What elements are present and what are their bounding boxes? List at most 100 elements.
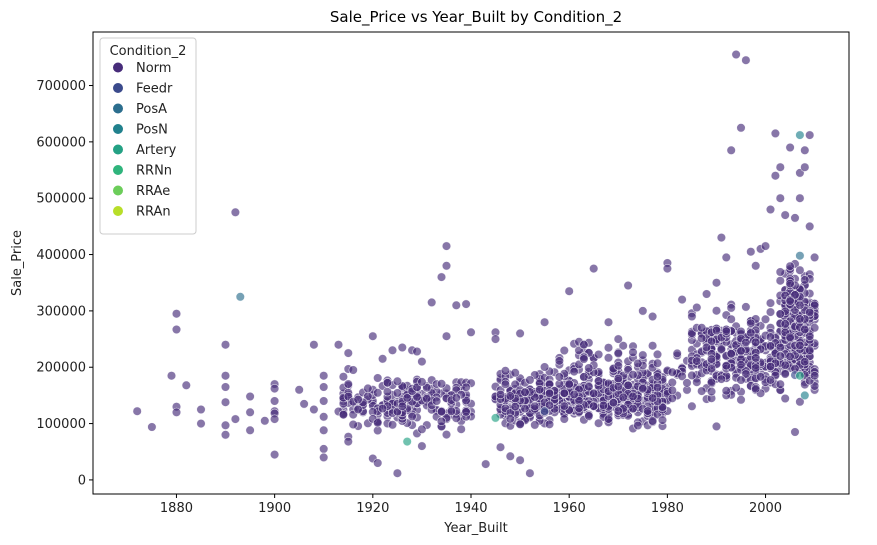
- data-point-norm: [402, 393, 412, 403]
- data-point-norm: [657, 415, 668, 425]
- data-point-norm: [510, 402, 520, 412]
- data-point-posa: [235, 292, 245, 302]
- data-point-norm: [716, 374, 727, 384]
- data-point-norm: [505, 414, 515, 424]
- data-point-norm: [378, 354, 388, 364]
- data-point-norm: [181, 380, 191, 390]
- data-point-norm: [687, 370, 697, 381]
- data-point-norm: [751, 261, 761, 271]
- data-point-norm: [569, 389, 579, 400]
- data-point-norm: [333, 340, 344, 350]
- data-point-norm: [559, 345, 569, 356]
- data-point-norm: [805, 307, 815, 318]
- data-point-norm: [780, 210, 790, 220]
- data-point-norm: [436, 416, 447, 427]
- data-point-norm: [515, 419, 525, 429]
- data-point-norm: [436, 407, 447, 417]
- legend-label-rrae: RRAe: [136, 184, 170, 199]
- data-point-norm: [667, 377, 677, 388]
- data-point-norm: [373, 458, 383, 468]
- data-point-norm: [245, 425, 255, 435]
- data-point-norm: [569, 367, 579, 377]
- data-point-norm: [741, 302, 751, 312]
- data-point-norm: [441, 261, 452, 271]
- data-point-norm: [530, 401, 540, 411]
- legend-marker-feedr: [113, 83, 123, 93]
- data-point-norm: [692, 302, 702, 313]
- y-tick-label: 0: [78, 473, 86, 488]
- data-point-norm: [584, 382, 594, 392]
- data-point-norm: [294, 385, 304, 395]
- data-point-norm: [525, 375, 535, 385]
- data-point-norm: [309, 340, 319, 350]
- data-point-norm: [171, 309, 182, 319]
- y-tick-label: 500000: [36, 192, 86, 207]
- data-point-norm: [613, 361, 623, 371]
- data-point-norm: [800, 275, 810, 285]
- data-point-norm: [785, 296, 795, 306]
- data-point-norm: [775, 162, 785, 172]
- data-point-norm: [132, 406, 142, 416]
- data-point-norm: [785, 351, 795, 362]
- data-point-norm: [726, 314, 736, 324]
- data-point-norm: [147, 422, 157, 432]
- data-point-norm: [657, 402, 668, 413]
- data-point-norm: [559, 414, 569, 424]
- data-point-norm: [751, 353, 761, 363]
- y-tick-label: 300000: [36, 304, 86, 319]
- data-point-norm: [564, 379, 574, 389]
- data-point-norm: [677, 371, 687, 381]
- data-point-norm: [652, 383, 663, 393]
- data-point-norm: [770, 171, 781, 181]
- data-point-norm: [613, 334, 623, 344]
- data-point-posa: [795, 251, 805, 261]
- data-point-norm: [795, 397, 805, 407]
- data-point-norm: [382, 387, 393, 397]
- data-point-norm: [166, 371, 177, 381]
- data-point-norm: [584, 363, 594, 373]
- data-point-norm: [628, 391, 638, 402]
- data-point-norm: [461, 407, 471, 417]
- y-axis: 0 100000 200000 300000 400000 500000 600000 700…: [36, 79, 93, 488]
- data-point-artery: [490, 413, 501, 423]
- data-point-norm: [677, 295, 687, 305]
- data-point-norm: [706, 377, 717, 388]
- data-point-norm: [692, 377, 702, 387]
- y-tick-label: 200000: [36, 361, 86, 376]
- data-point-norm: [726, 349, 736, 359]
- data-point-norm: [378, 403, 388, 414]
- y-tick-label: 700000: [36, 79, 86, 94]
- data-point-norm: [505, 451, 515, 461]
- data-point-norm: [736, 360, 746, 370]
- legend-label-rrnn: RRNn: [136, 164, 172, 179]
- data-point-norm: [338, 372, 349, 382]
- data-point-artery: [795, 371, 805, 381]
- data-point-norm: [775, 276, 785, 286]
- data-point-norm: [618, 392, 628, 402]
- data-point-norm: [795, 300, 805, 310]
- data-point-norm: [628, 347, 638, 357]
- data-point-norm: [765, 204, 776, 215]
- data-point-norm: [746, 318, 756, 328]
- data-point-norm: [598, 400, 609, 411]
- data-point-norm: [220, 420, 231, 430]
- legend-marker-rrae: [113, 185, 123, 196]
- data-point-posn: [800, 390, 810, 401]
- data-point-norm: [751, 337, 761, 347]
- data-point-norm: [353, 394, 363, 405]
- data-point-artery: [402, 437, 412, 447]
- data-point-norm: [436, 379, 447, 389]
- data-point-norm: [270, 384, 280, 394]
- data-point-norm: [417, 441, 427, 451]
- data-point-norm: [544, 388, 555, 399]
- data-point-norm: [716, 344, 727, 354]
- data-point-norm: [800, 145, 810, 155]
- data-point-norm: [711, 278, 722, 288]
- points-layer: [132, 49, 820, 478]
- data-point-norm: [603, 343, 614, 353]
- data-point-norm: [736, 375, 746, 385]
- data-point-norm: [721, 386, 731, 396]
- data-point-norm: [593, 418, 604, 428]
- chart-title: Sale_Price vs Year_Built by Condition_2: [330, 8, 622, 27]
